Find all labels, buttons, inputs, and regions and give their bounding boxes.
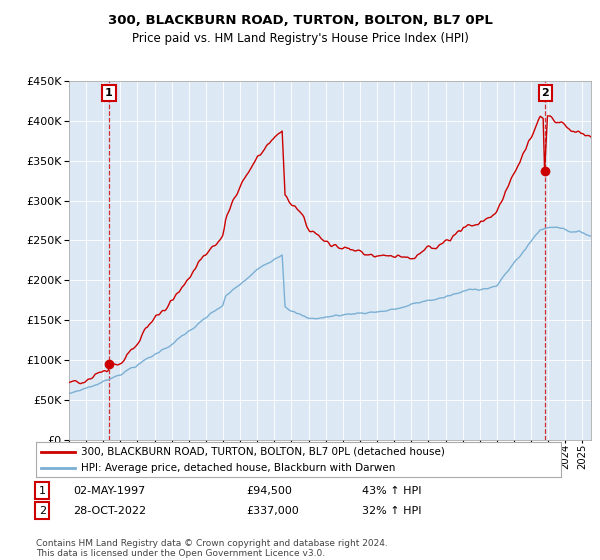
Text: 28-OCT-2022: 28-OCT-2022 [73, 506, 146, 516]
Text: Price paid vs. HM Land Registry's House Price Index (HPI): Price paid vs. HM Land Registry's House … [131, 32, 469, 45]
Text: 1: 1 [105, 88, 113, 98]
Text: 300, BLACKBURN ROAD, TURTON, BOLTON, BL7 0PL (detached house): 300, BLACKBURN ROAD, TURTON, BOLTON, BL7… [80, 447, 445, 457]
Text: 1: 1 [38, 486, 46, 496]
Text: 2: 2 [38, 506, 46, 516]
Text: 43% ↑ HPI: 43% ↑ HPI [361, 486, 421, 496]
Text: Contains HM Land Registry data © Crown copyright and database right 2024.
This d: Contains HM Land Registry data © Crown c… [36, 539, 388, 558]
Text: £94,500: £94,500 [246, 486, 292, 496]
Text: 300, BLACKBURN ROAD, TURTON, BOLTON, BL7 0PL: 300, BLACKBURN ROAD, TURTON, BOLTON, BL7… [107, 14, 493, 27]
Text: 02-MAY-1997: 02-MAY-1997 [73, 486, 145, 496]
Text: 2: 2 [541, 88, 549, 98]
Text: £337,000: £337,000 [246, 506, 299, 516]
Text: 32% ↑ HPI: 32% ↑ HPI [361, 506, 421, 516]
Text: HPI: Average price, detached house, Blackburn with Darwen: HPI: Average price, detached house, Blac… [80, 464, 395, 473]
